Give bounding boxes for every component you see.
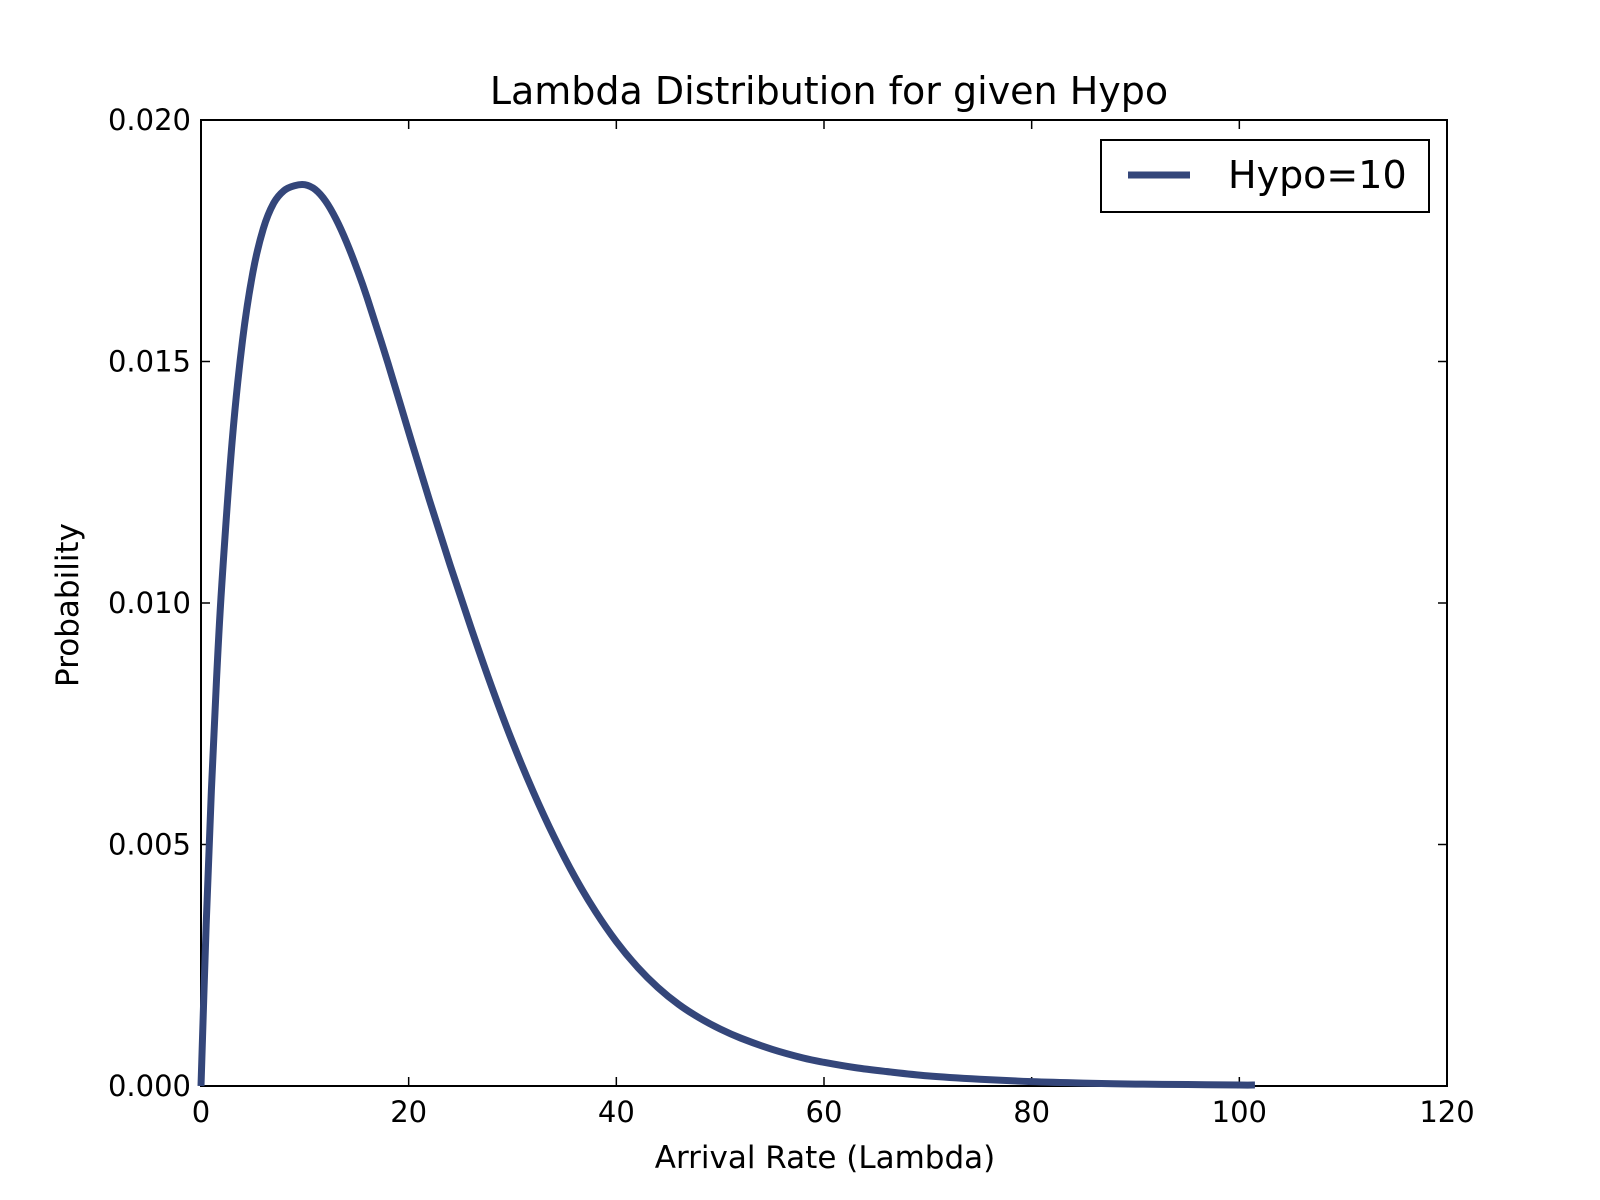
x-tick-label-60: 60 [806, 1095, 843, 1129]
x-tick-label-0: 0 [192, 1095, 210, 1129]
legend-label-hypo-10: Hypo=10 [1228, 153, 1407, 197]
x-tick-label-120: 120 [1419, 1095, 1474, 1129]
x-axis: 0 20 40 60 80 100 120 [192, 120, 1475, 1129]
x-axis-title: Arrival Rate (Lambda) [655, 1140, 996, 1176]
y-tick-label-0.015: 0.015 [108, 345, 191, 379]
y-axis: 0.000 0.005 0.010 0.015 0.020 [108, 103, 1447, 1103]
x-tick-label-100: 100 [1212, 1095, 1267, 1129]
plot-area [200, 119, 1448, 1087]
x-tick-label-40: 40 [598, 1095, 635, 1129]
plot-frame [200, 119, 1448, 1087]
chart-title: Lambda Distribution for given Hypo [490, 69, 1168, 113]
legend: Hypo=10 [1100, 139, 1430, 213]
series-layer [197, 180, 1255, 1089]
y-tick-label-0.020: 0.020 [108, 103, 191, 137]
x-tick-label-20: 20 [390, 1095, 427, 1129]
y-tick-label-0.005: 0.005 [108, 828, 191, 862]
y-tick-label-0.000: 0.000 [108, 1069, 191, 1103]
y-tick-label-0.010: 0.010 [108, 586, 191, 620]
x-tick-label-80: 80 [1013, 1095, 1050, 1129]
series-line-hypo-10 [197, 180, 1255, 1089]
y-axis-title: Probability [50, 523, 86, 687]
